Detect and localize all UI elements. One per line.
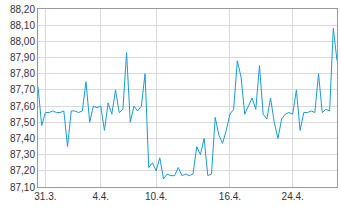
svg-text:88,00: 88,00: [10, 36, 35, 47]
svg-text:87,80: 87,80: [10, 68, 35, 79]
svg-text:87,40: 87,40: [10, 133, 35, 144]
svg-text:87,20: 87,20: [10, 165, 35, 176]
svg-text:87,90: 87,90: [10, 52, 35, 63]
svg-text:31.3.: 31.3.: [34, 191, 56, 202]
svg-text:87,50: 87,50: [10, 117, 35, 128]
svg-text:10.4.: 10.4.: [145, 191, 167, 202]
svg-text:88,10: 88,10: [10, 20, 35, 31]
svg-text:4.4.: 4.4.: [92, 191, 109, 202]
svg-text:87,60: 87,60: [10, 101, 35, 112]
svg-text:87,70: 87,70: [10, 84, 35, 95]
svg-text:87,10: 87,10: [10, 182, 35, 193]
svg-text:24.4.: 24.4.: [282, 191, 304, 202]
svg-text:88,20: 88,20: [10, 4, 35, 15]
svg-text:87,30: 87,30: [10, 149, 35, 160]
svg-text:16.4.: 16.4.: [219, 191, 241, 202]
